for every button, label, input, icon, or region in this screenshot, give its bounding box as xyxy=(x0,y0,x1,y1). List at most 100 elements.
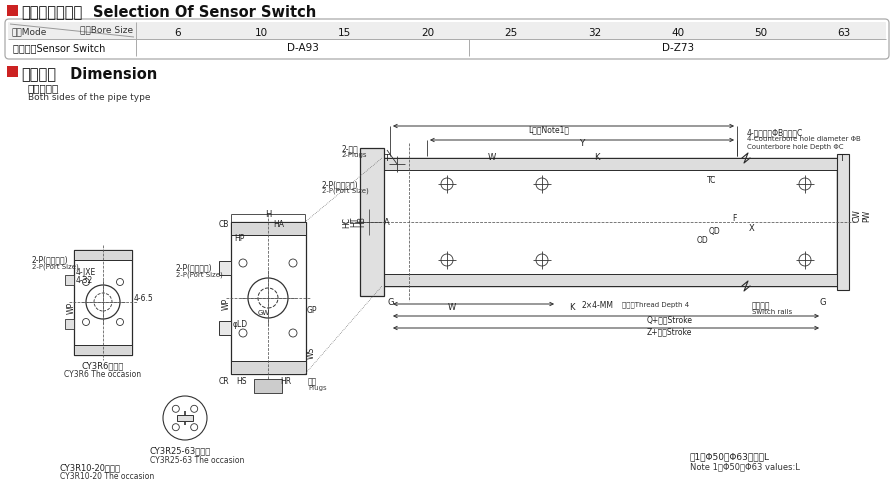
Text: 缸径Bore Size: 缸径Bore Size xyxy=(80,25,133,34)
Text: OD: OD xyxy=(697,236,709,245)
Text: CY3R10-20的场合: CY3R10-20的场合 xyxy=(60,463,121,472)
Text: Y: Y xyxy=(580,139,585,148)
Text: 2-P(配管通口): 2-P(配管通口) xyxy=(176,263,212,272)
FancyBboxPatch shape xyxy=(8,22,886,39)
Text: W: W xyxy=(448,303,456,312)
Text: 2-P(Port Size): 2-P(Port Size) xyxy=(32,263,79,270)
Text: 4-6.5: 4-6.5 xyxy=(134,294,154,303)
Bar xyxy=(74,250,132,260)
Text: Note 1）Φ50，Φ63 values:L: Note 1）Φ50，Φ63 values:L xyxy=(690,462,800,471)
Text: CW: CW xyxy=(853,209,862,223)
Text: Z+行程Stroke: Z+行程Stroke xyxy=(647,327,693,336)
Text: 40: 40 xyxy=(671,28,685,38)
Bar xyxy=(7,5,18,16)
Bar xyxy=(254,379,282,393)
Text: WS: WS xyxy=(307,347,316,359)
Text: F: F xyxy=(732,214,737,223)
Text: H: H xyxy=(265,210,271,219)
Text: HT: HT xyxy=(350,217,359,227)
Text: CY3R6的场合: CY3R6的场合 xyxy=(82,361,125,370)
Text: 63: 63 xyxy=(838,28,851,38)
Text: K: K xyxy=(594,153,599,162)
Text: 20: 20 xyxy=(421,28,435,38)
Bar xyxy=(7,66,18,77)
Text: W: W xyxy=(488,153,496,162)
Text: HC: HC xyxy=(342,216,351,227)
Bar xyxy=(65,319,74,329)
Text: 2×4-MM: 2×4-MM xyxy=(582,301,614,310)
Text: CY3R10-20 The occasion: CY3R10-20 The occasion xyxy=(60,472,154,481)
Text: 50: 50 xyxy=(754,28,768,38)
Text: HS: HS xyxy=(236,377,246,386)
Text: A: A xyxy=(384,218,390,227)
Text: 2-Plugs: 2-Plugs xyxy=(342,152,367,158)
Text: QD: QD xyxy=(709,227,720,236)
Bar xyxy=(177,415,193,421)
Text: CB: CB xyxy=(219,220,229,229)
Text: 15: 15 xyxy=(338,28,351,38)
Text: CY3R25-63 The occasion: CY3R25-63 The occasion xyxy=(150,456,245,465)
Text: Dimension: Dimension xyxy=(65,67,158,82)
Text: 两侧配管型: 两侧配管型 xyxy=(28,83,59,93)
Text: φLD: φLD xyxy=(233,320,248,329)
Bar xyxy=(837,154,849,290)
Text: 4-JXE: 4-JXE xyxy=(76,268,96,277)
Bar xyxy=(231,361,306,374)
Bar xyxy=(382,274,837,286)
Bar xyxy=(219,321,231,335)
Bar xyxy=(74,345,132,355)
Text: T: T xyxy=(384,154,389,163)
Text: PW: PW xyxy=(862,210,871,222)
Text: D-Z73: D-Z73 xyxy=(661,43,694,53)
Text: D-A93: D-A93 xyxy=(287,43,319,53)
Bar xyxy=(219,261,231,275)
Text: K: K xyxy=(569,303,574,312)
Text: 螺纹深Thread Depth 4: 螺纹深Thread Depth 4 xyxy=(622,301,689,308)
Text: HA: HA xyxy=(273,220,284,229)
Text: 2-P(Port Size): 2-P(Port Size) xyxy=(176,271,223,278)
Bar xyxy=(74,250,132,355)
Text: GP: GP xyxy=(307,306,317,315)
Text: CY3R25-63的场合: CY3R25-63的场合 xyxy=(150,446,211,455)
Bar xyxy=(231,222,306,235)
Text: HP: HP xyxy=(234,234,245,243)
Text: 外型尺寸: 外型尺寸 xyxy=(21,67,56,82)
Text: 2-P(配管通口): 2-P(配管通口) xyxy=(322,180,358,189)
Text: Counterbore hole Depth ΦC: Counterbore hole Depth ΦC xyxy=(747,144,843,150)
Text: 6: 6 xyxy=(175,28,181,38)
Text: 螺塞: 螺塞 xyxy=(308,377,317,386)
Bar xyxy=(231,222,306,374)
Text: G: G xyxy=(819,298,825,307)
Text: 2-P(配管通口): 2-P(配管通口) xyxy=(32,255,69,264)
Text: CY3R6 The occasion: CY3R6 The occasion xyxy=(65,370,142,379)
Text: 注1）Φ50，Φ63的値为L: 注1）Φ50，Φ63的値为L xyxy=(690,452,770,461)
Text: 感应开关Sensor Switch: 感应开关Sensor Switch xyxy=(13,43,106,53)
Text: GW: GW xyxy=(258,310,271,316)
Text: Both sides of the pipe type: Both sides of the pipe type xyxy=(28,93,151,102)
Text: X: X xyxy=(749,224,754,233)
Text: 2-P(Port Size): 2-P(Port Size) xyxy=(322,188,369,194)
Text: HB: HB xyxy=(357,217,366,227)
Text: 开关导轨: 开关导轨 xyxy=(752,301,771,310)
Bar xyxy=(65,275,74,285)
Text: 10: 10 xyxy=(254,28,268,38)
Text: 4-Counterbore hole diameter ΦB: 4-Counterbore hole diameter ΦB xyxy=(747,136,861,142)
Text: T: T xyxy=(839,154,844,163)
Text: WP: WP xyxy=(66,302,75,314)
Text: 2-螺塞: 2-螺塞 xyxy=(342,144,358,153)
Text: Plugs: Plugs xyxy=(308,385,327,391)
Text: Q+行程Stroke: Q+行程Stroke xyxy=(647,315,693,324)
Text: HR: HR xyxy=(280,377,291,386)
Text: Switch rails: Switch rails xyxy=(752,309,792,315)
Text: G: G xyxy=(387,298,393,307)
Text: CR: CR xyxy=(219,377,229,386)
Bar xyxy=(382,158,837,170)
Text: 4-32: 4-32 xyxy=(76,276,93,285)
Text: 25: 25 xyxy=(504,28,518,38)
Bar xyxy=(382,158,837,286)
Text: L（注Note1）: L（注Note1） xyxy=(528,125,569,134)
Text: TC: TC xyxy=(707,176,717,185)
Text: 感应开关的选择: 感应开关的选择 xyxy=(21,5,82,20)
Text: 4-沉孔直径ΦB沉孔深C: 4-沉孔直径ΦB沉孔深C xyxy=(747,128,803,137)
Text: WP: WP xyxy=(221,298,230,310)
